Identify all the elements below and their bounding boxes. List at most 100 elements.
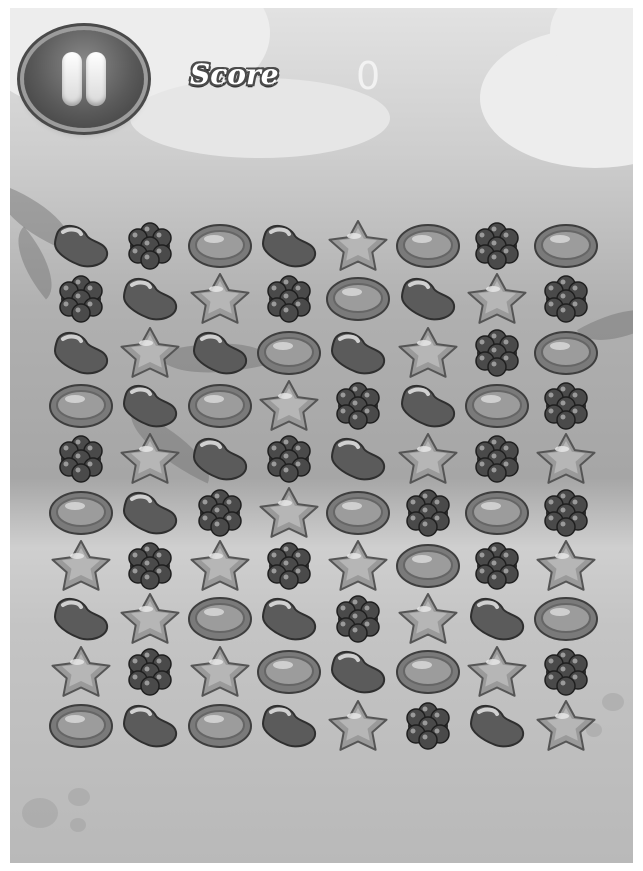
oval-candy[interactable] <box>255 646 323 698</box>
berry-candy[interactable] <box>186 487 254 539</box>
berry-candy[interactable] <box>394 700 462 752</box>
star-candy[interactable] <box>394 327 462 379</box>
oval-candy[interactable] <box>532 327 600 379</box>
star-candy-icon <box>259 487 319 538</box>
berry-candy-icon <box>128 648 172 696</box>
bean-candy-icon <box>400 278 456 321</box>
berry-candy[interactable] <box>532 487 600 539</box>
star-candy[interactable] <box>532 700 600 752</box>
candy-board <box>10 8 633 863</box>
oval-candy[interactable] <box>394 220 462 272</box>
star-candy[interactable] <box>116 593 184 645</box>
bean-candy[interactable] <box>324 433 392 485</box>
cloud <box>130 78 390 158</box>
bean-candy[interactable] <box>394 273 462 325</box>
oval-candy-icon <box>49 704 113 748</box>
bean-candy[interactable] <box>255 593 323 645</box>
berry-candy[interactable] <box>532 380 600 432</box>
bean-candy[interactable] <box>116 273 184 325</box>
bean-candy[interactable] <box>186 327 254 379</box>
bean-candy[interactable] <box>255 700 323 752</box>
star-candy-icon <box>259 380 319 431</box>
oval-candy[interactable] <box>463 487 531 539</box>
oval-candy[interactable] <box>532 593 600 645</box>
bean-candy[interactable] <box>116 380 184 432</box>
star-candy-icon <box>467 273 527 324</box>
star-candy[interactable] <box>324 700 392 752</box>
bean-candy[interactable] <box>324 327 392 379</box>
star-candy[interactable] <box>463 273 531 325</box>
bean-candy[interactable] <box>463 700 531 752</box>
bubble <box>602 693 624 711</box>
star-candy[interactable] <box>186 273 254 325</box>
star-candy[interactable] <box>324 540 392 592</box>
bean-candy[interactable] <box>463 593 531 645</box>
score-value: 0 <box>356 54 381 98</box>
berry-candy[interactable] <box>324 380 392 432</box>
star-candy[interactable] <box>116 433 184 485</box>
oval-candy[interactable] <box>255 327 323 379</box>
berry-candy[interactable] <box>532 273 600 325</box>
berry-candy[interactable] <box>255 273 323 325</box>
star-candy[interactable] <box>324 220 392 272</box>
star-candy[interactable] <box>47 540 115 592</box>
oval-candy[interactable] <box>394 540 462 592</box>
berry-candy[interactable] <box>255 540 323 592</box>
star-candy[interactable] <box>47 646 115 698</box>
bean-candy[interactable] <box>116 700 184 752</box>
berry-candy[interactable] <box>47 433 115 485</box>
berry-candy[interactable] <box>394 487 462 539</box>
star-candy[interactable] <box>255 380 323 432</box>
star-candy[interactable] <box>186 540 254 592</box>
oval-candy[interactable] <box>186 380 254 432</box>
oval-candy[interactable] <box>47 487 115 539</box>
berry-candy[interactable] <box>532 646 600 698</box>
bean-candy[interactable] <box>255 220 323 272</box>
star-candy[interactable] <box>116 327 184 379</box>
berry-candy[interactable] <box>116 220 184 272</box>
oval-candy[interactable] <box>186 593 254 645</box>
berry-candy[interactable] <box>463 540 531 592</box>
berry-candy[interactable] <box>47 273 115 325</box>
bean-candy[interactable] <box>394 380 462 432</box>
oval-candy[interactable] <box>324 273 392 325</box>
oval-candy[interactable] <box>186 220 254 272</box>
berry-candy[interactable] <box>116 540 184 592</box>
star-candy[interactable] <box>186 646 254 698</box>
berry-candy[interactable] <box>463 220 531 272</box>
oval-candy[interactable] <box>394 646 462 698</box>
oval-candy[interactable] <box>532 220 600 272</box>
berry-candy[interactable] <box>255 433 323 485</box>
berry-candy[interactable] <box>324 593 392 645</box>
berry-candy[interactable] <box>116 646 184 698</box>
game-scene: Score 0 <box>10 8 633 863</box>
star-candy-icon <box>190 540 250 591</box>
oval-candy[interactable] <box>324 487 392 539</box>
oval-candy[interactable] <box>47 380 115 432</box>
berry-candy-icon <box>406 702 450 750</box>
bean-candy[interactable] <box>47 220 115 272</box>
star-candy[interactable] <box>532 433 600 485</box>
bean-candy[interactable] <box>116 487 184 539</box>
bean-candy[interactable] <box>47 327 115 379</box>
berry-candy-icon <box>544 382 588 430</box>
star-candy[interactable] <box>255 487 323 539</box>
oval-candy-icon <box>534 597 598 641</box>
bean-candy[interactable] <box>324 646 392 698</box>
bean-candy[interactable] <box>47 593 115 645</box>
oval-candy[interactable] <box>463 380 531 432</box>
star-candy[interactable] <box>394 433 462 485</box>
bean-candy-icon <box>330 438 386 481</box>
star-candy-icon <box>120 433 180 484</box>
star-candy[interactable] <box>532 540 600 592</box>
berry-candy-icon <box>475 435 519 483</box>
oval-candy[interactable] <box>47 700 115 752</box>
pause-button[interactable] <box>24 30 144 128</box>
bean-candy[interactable] <box>186 433 254 485</box>
star-candy[interactable] <box>394 593 462 645</box>
bean-candy-icon <box>330 651 386 694</box>
oval-candy[interactable] <box>186 700 254 752</box>
berry-candy[interactable] <box>463 327 531 379</box>
star-candy[interactable] <box>463 646 531 698</box>
berry-candy[interactable] <box>463 433 531 485</box>
